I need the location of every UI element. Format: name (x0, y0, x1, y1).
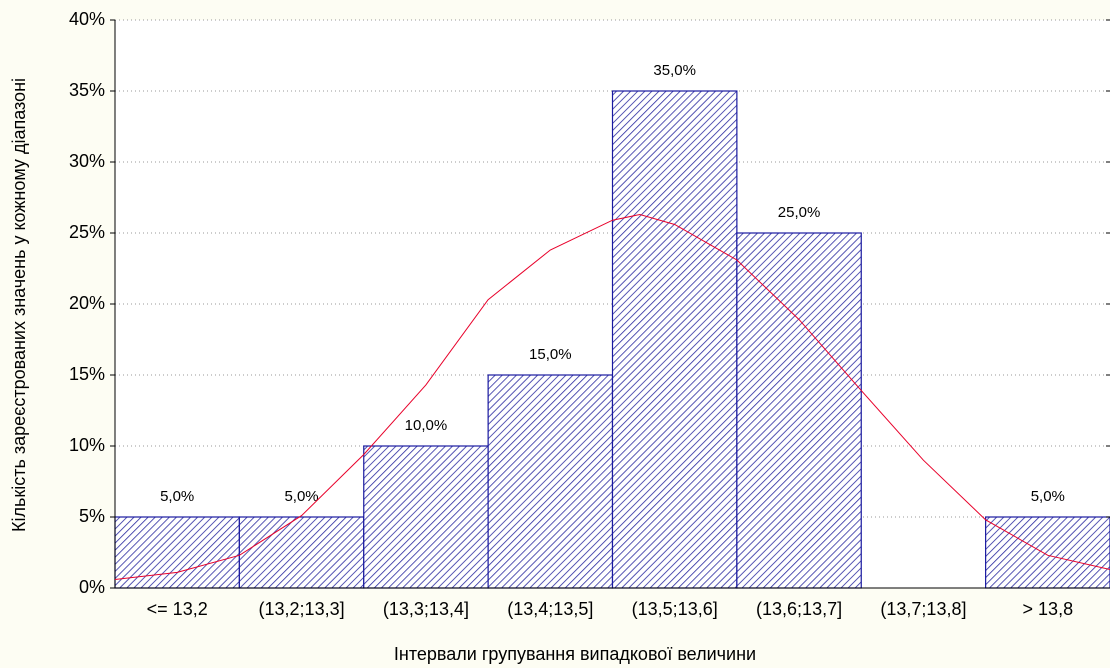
y-tick-label: 20% (69, 293, 105, 313)
bar (985, 516, 1110, 589)
x-tick-label: (13,3;13,4] (383, 599, 469, 619)
y-tick-label: 40% (69, 9, 105, 29)
x-tick-label: (13,7;13,8] (880, 599, 966, 619)
x-tick-label: (13,4;13,5] (507, 599, 593, 619)
y-tick-label: 25% (69, 222, 105, 242)
y-tick-label: 0% (79, 577, 105, 597)
bar (363, 445, 489, 589)
value-label: 5,0% (284, 488, 318, 505)
bar (736, 232, 862, 589)
bar (611, 90, 738, 589)
bar (114, 516, 240, 589)
value-label: 5,0% (1031, 488, 1065, 505)
value-label: 5,0% (160, 488, 194, 505)
x-tick-label: (13,2;13,3] (259, 599, 345, 619)
y-tick-label: 15% (69, 364, 105, 384)
y-tick-label: 5% (79, 506, 105, 526)
fit-curve (114, 213, 1110, 580)
y-tick-label: 10% (69, 435, 105, 455)
bar (238, 516, 365, 589)
value-label: 10,0% (405, 417, 448, 434)
x-tick-label: (13,5;13,6] (632, 599, 718, 619)
y-axis-title: Кількість зареєстрованих значень у кожно… (9, 78, 29, 532)
value-label: 35,0% (653, 62, 696, 79)
value-label: 15,0% (529, 346, 572, 363)
y-tick-label: 35% (69, 80, 105, 100)
x-tick-label: <= 13,2 (147, 599, 208, 619)
y-tick-label: 30% (69, 151, 105, 171)
value-label: 25,0% (778, 204, 821, 221)
x-tick-label: (13,6;13,7] (756, 599, 842, 619)
x-axis-title: Інтервали групування випадкової величини (394, 644, 756, 664)
bar (487, 374, 614, 589)
x-tick-label: > 13,8 (1023, 599, 1074, 619)
